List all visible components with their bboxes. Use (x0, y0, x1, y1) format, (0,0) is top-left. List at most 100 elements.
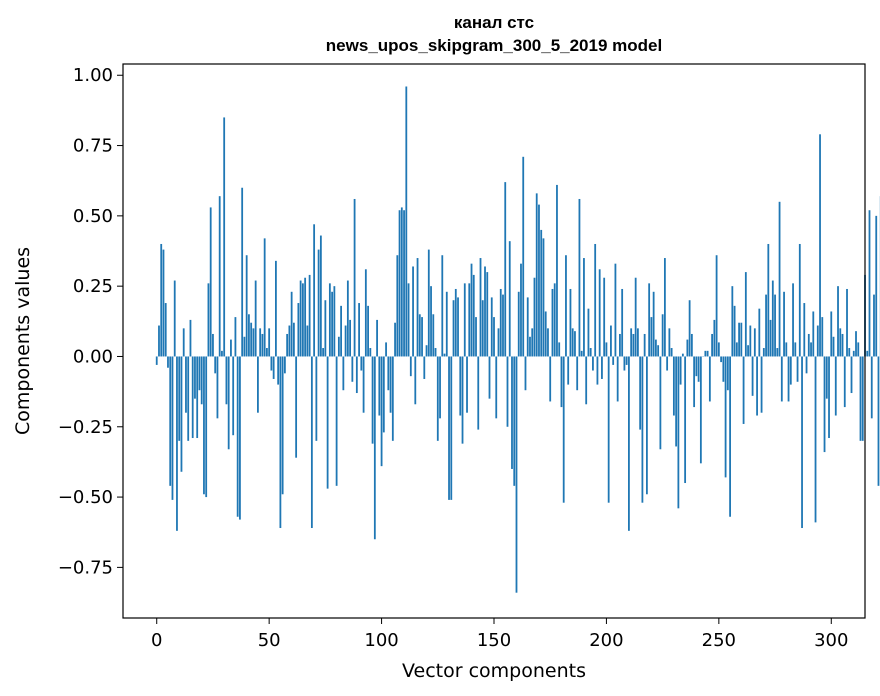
bar (792, 283, 794, 357)
bar (515, 356, 518, 593)
bar (180, 356, 183, 472)
bar (158, 325, 160, 357)
bar (191, 356, 194, 439)
bar (697, 356, 700, 382)
bar (767, 243, 770, 357)
bar (805, 356, 808, 374)
bar (650, 317, 653, 357)
bar (686, 339, 689, 357)
bar (445, 291, 448, 357)
bar (421, 317, 423, 357)
bar (414, 356, 417, 405)
bar (693, 356, 696, 408)
bar (477, 356, 480, 430)
y-axis-ticks: −0.75 −0.50 −0.25 0.00 0.25 0.50 0.75 1.00 (58, 65, 123, 578)
bar (540, 229, 543, 357)
bar (778, 201, 781, 357)
bar (601, 356, 603, 379)
bar (367, 305, 369, 357)
bar (825, 356, 828, 399)
bar (868, 210, 871, 357)
bar (409, 356, 412, 377)
bar (690, 333, 693, 357)
bar (668, 328, 671, 357)
bar (479, 258, 482, 357)
bar (531, 328, 534, 357)
bar (654, 339, 657, 357)
bar (747, 345, 749, 357)
bar (200, 356, 203, 405)
bar (681, 353, 684, 357)
bar (614, 263, 617, 357)
bar (344, 325, 347, 357)
bar (443, 353, 446, 357)
bar (277, 356, 280, 385)
bar (666, 356, 669, 371)
bar (230, 339, 232, 357)
bar (807, 333, 810, 357)
bar (236, 356, 239, 517)
bar (706, 350, 709, 357)
bar (322, 348, 325, 357)
bar (448, 356, 450, 500)
bar (506, 356, 509, 427)
bar (499, 288, 502, 357)
bar (216, 356, 219, 419)
bar (185, 356, 187, 413)
bar (286, 333, 289, 357)
x-tick-label: 300 (814, 630, 848, 651)
bar (821, 317, 824, 357)
chart-title-line-2: news_upos_skipgram_300_5_2019 model (326, 36, 662, 55)
bar (587, 308, 590, 357)
bar (369, 348, 372, 357)
bar (801, 356, 803, 529)
bar (304, 277, 307, 357)
bar (324, 300, 327, 357)
bar (583, 258, 585, 357)
bar (313, 224, 316, 357)
bar (288, 325, 291, 357)
bar (254, 280, 257, 357)
bar (373, 356, 376, 540)
bar (704, 350, 707, 357)
bar (223, 117, 226, 357)
bar (646, 356, 648, 495)
bar (418, 314, 421, 357)
bar (234, 317, 237, 357)
y-tick-label: 0.00 (73, 346, 113, 367)
bar (630, 328, 633, 357)
bar (225, 356, 228, 405)
bar (717, 342, 720, 357)
bar (810, 342, 812, 357)
bar (785, 342, 788, 357)
bar (846, 288, 848, 357)
bar (731, 286, 734, 357)
bar (634, 277, 637, 357)
bar (828, 356, 830, 439)
bar (394, 322, 396, 357)
bar (268, 328, 271, 357)
bar (306, 325, 309, 357)
bar (360, 356, 363, 371)
bar (182, 328, 185, 357)
bar (688, 300, 691, 357)
bar (349, 319, 351, 357)
bar (814, 356, 817, 523)
bar (358, 303, 360, 357)
bar (227, 356, 230, 450)
bar (749, 325, 752, 357)
bar (353, 198, 356, 357)
bar (679, 356, 682, 385)
bar (250, 322, 253, 357)
bar (740, 322, 743, 357)
bar (178, 356, 181, 441)
bar (729, 356, 731, 517)
bar (295, 356, 298, 458)
bar (434, 348, 437, 357)
bar (508, 241, 511, 357)
bar (639, 356, 642, 430)
bar (603, 277, 606, 357)
bar (859, 356, 862, 441)
bar (279, 356, 282, 529)
bar (677, 356, 680, 509)
